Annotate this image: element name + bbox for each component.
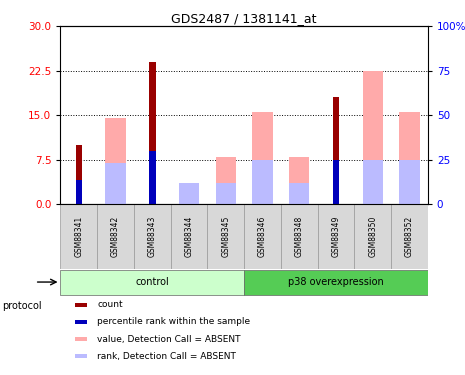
Bar xyxy=(318,204,354,269)
Bar xyxy=(399,112,419,204)
Bar xyxy=(75,354,87,358)
Bar xyxy=(179,183,199,204)
Bar xyxy=(332,160,339,204)
Bar xyxy=(106,163,126,204)
Bar xyxy=(171,204,207,269)
Text: GSM88345: GSM88345 xyxy=(221,216,230,257)
Bar xyxy=(252,160,272,204)
Text: GSM88342: GSM88342 xyxy=(111,216,120,257)
Title: GDS2487 / 1381141_at: GDS2487 / 1381141_at xyxy=(172,12,317,25)
Bar xyxy=(399,160,419,204)
Bar xyxy=(244,270,428,295)
Bar xyxy=(216,183,236,204)
Text: GSM88346: GSM88346 xyxy=(258,216,267,257)
Bar xyxy=(75,337,87,341)
Bar xyxy=(281,204,318,269)
Text: percentile rank within the sample: percentile rank within the sample xyxy=(97,318,250,327)
Bar xyxy=(75,320,87,324)
Bar xyxy=(252,112,272,204)
Text: control: control xyxy=(135,277,169,287)
Text: GSM88352: GSM88352 xyxy=(405,216,414,257)
Text: p38 overexpression: p38 overexpression xyxy=(288,277,384,287)
Bar xyxy=(244,204,281,269)
Text: GSM88343: GSM88343 xyxy=(148,216,157,257)
Bar xyxy=(60,204,97,269)
Text: GSM88350: GSM88350 xyxy=(368,216,377,257)
Text: count: count xyxy=(97,300,123,309)
Bar xyxy=(354,204,391,269)
Text: value, Detection Call = ABSENT: value, Detection Call = ABSENT xyxy=(97,334,241,344)
Bar xyxy=(391,204,428,269)
Bar xyxy=(75,303,87,307)
Bar xyxy=(332,98,339,204)
Bar xyxy=(97,204,134,269)
Bar xyxy=(363,71,383,204)
Bar xyxy=(207,204,244,269)
Bar xyxy=(149,62,156,204)
Bar xyxy=(75,180,82,204)
Bar xyxy=(179,183,199,204)
Bar xyxy=(106,118,126,204)
Text: rank, Detection Call = ABSENT: rank, Detection Call = ABSENT xyxy=(97,352,236,361)
Bar xyxy=(60,270,244,295)
Bar xyxy=(149,151,156,204)
Text: GSM88341: GSM88341 xyxy=(74,216,83,257)
Bar xyxy=(289,183,309,204)
Bar xyxy=(134,204,171,269)
Bar xyxy=(289,157,309,204)
Bar xyxy=(216,157,236,204)
Text: GSM88344: GSM88344 xyxy=(185,216,193,257)
Text: GSM88348: GSM88348 xyxy=(295,216,304,257)
Text: protocol: protocol xyxy=(2,301,42,310)
Text: GSM88349: GSM88349 xyxy=(332,216,340,257)
Bar xyxy=(363,160,383,204)
Bar xyxy=(75,145,82,204)
